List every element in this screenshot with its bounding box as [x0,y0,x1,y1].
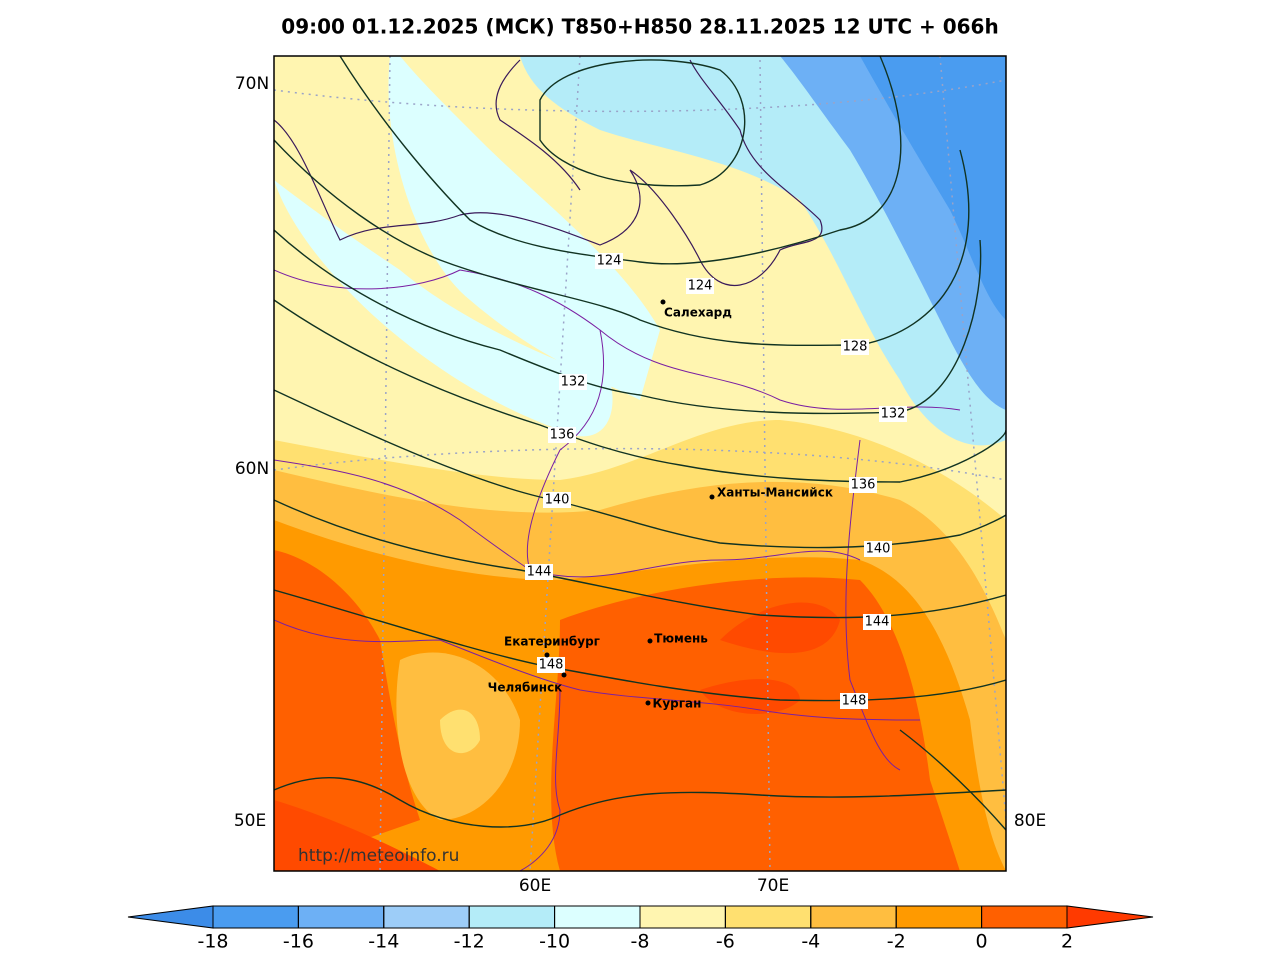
contour-label-bg [864,541,892,557]
contour-label: 140 [866,542,891,557]
contour-label: 148 [842,694,867,709]
city-dot [544,652,550,658]
contour-label-bg [537,657,565,673]
contour-label: 136 [550,428,575,443]
colorbar: -18 -16 -14 -12 -10 -8 -6 -4 -2 0 2 [127,905,1154,953]
colorbar-tick-label: -4 [801,931,820,953]
graticule [274,56,1006,871]
contour-label: 132 [561,375,586,390]
contour-label-bg [525,564,553,580]
contour-line [274,229,982,415]
lon-label: 80E [1014,811,1046,831]
contour-label: 124 [597,254,622,269]
contour-label: 132 [881,407,906,422]
city-label: Салехард [664,306,732,320]
colorbar-segment [297,905,385,929]
colorbar-tick-label: -2 [887,931,906,953]
lon-label: 60E [519,876,551,896]
lon-label: 50E [234,811,266,831]
contour-label-bg [879,406,907,422]
contour-label-bg [595,253,623,269]
contour-line [339,56,902,265]
city-label: Челябинск [488,681,563,695]
contour-line [274,776,1006,828]
contour-line [539,59,746,187]
colorbar-segment [981,905,1068,929]
contour-line [274,299,1006,483]
colorbar-segment [639,905,726,929]
colorbar-tick-label: 0 [976,931,988,953]
contour-label-bg [863,614,891,630]
city-label: Екатеринбург [504,635,600,649]
contour-line [274,389,1006,549]
colorbar-segment [383,905,470,929]
colorbar-tick-label: -18 [197,931,228,953]
lat-label: 60N [235,459,269,479]
colorbar-tick-label: -10 [539,931,570,953]
colorbar-segment [468,905,556,929]
city-label: Курган [653,697,702,711]
colorbar-tick-label: -16 [283,931,314,953]
contour-label: 148 [539,658,564,673]
colorbar-extend [127,905,214,929]
colorbar-segment [212,905,299,929]
contour-label: 124 [688,279,713,294]
colorbar-tick-label: -8 [631,931,650,953]
contour-label-bg [559,374,587,390]
map: 124124128132132136136140140144144148148 … [274,56,1006,871]
title: 09:00 01.12.2025 (МСК) T850+H850 28.11.2… [281,15,998,39]
city-dot [709,494,715,500]
colorbar-tick-label: -6 [716,931,735,953]
colorbar-tick-label: -12 [454,931,485,953]
city-dot [647,638,653,644]
lon-label: 70E [757,876,789,896]
field-cold [274,56,660,437]
colorbar-segment [724,905,812,929]
field-cold [860,56,1006,320]
contour-label-bg [849,477,877,493]
field-hot [274,602,840,871]
colorbar-tick-label: -14 [368,931,399,953]
city-label: Ханты-Мансийск [717,486,833,500]
contour-line [274,589,1006,702]
contour-label: 144 [865,615,890,630]
contour-line [274,139,970,347]
source-url: http://meteoinfo.ru [298,846,459,866]
contour-label-bg [686,278,714,294]
colorbar-segment [810,905,897,929]
contour-label: 128 [843,340,868,355]
city-dot [645,700,651,706]
lat-label: 70N [235,74,269,94]
colorbar-segment [895,905,983,929]
map-frame [273,55,1007,872]
colorbar-extend [1066,905,1154,929]
field-warm [440,709,480,754]
colorbar-tick-label: 2 [1061,931,1073,953]
city-dot [660,299,666,305]
contour-label-bg [841,339,869,355]
colorbar-segment [554,905,641,929]
coastline [274,59,823,287]
contour-label-bg [548,427,576,443]
contour-line [899,729,1006,831]
city-label: Тюмень [654,632,708,646]
contour-label: 140 [545,493,570,508]
contour-label-bg [840,693,868,709]
contour-label: 136 [851,478,876,493]
contour-label: 144 [527,565,552,580]
contour-label-bg [543,492,571,508]
city-dot [561,672,567,678]
